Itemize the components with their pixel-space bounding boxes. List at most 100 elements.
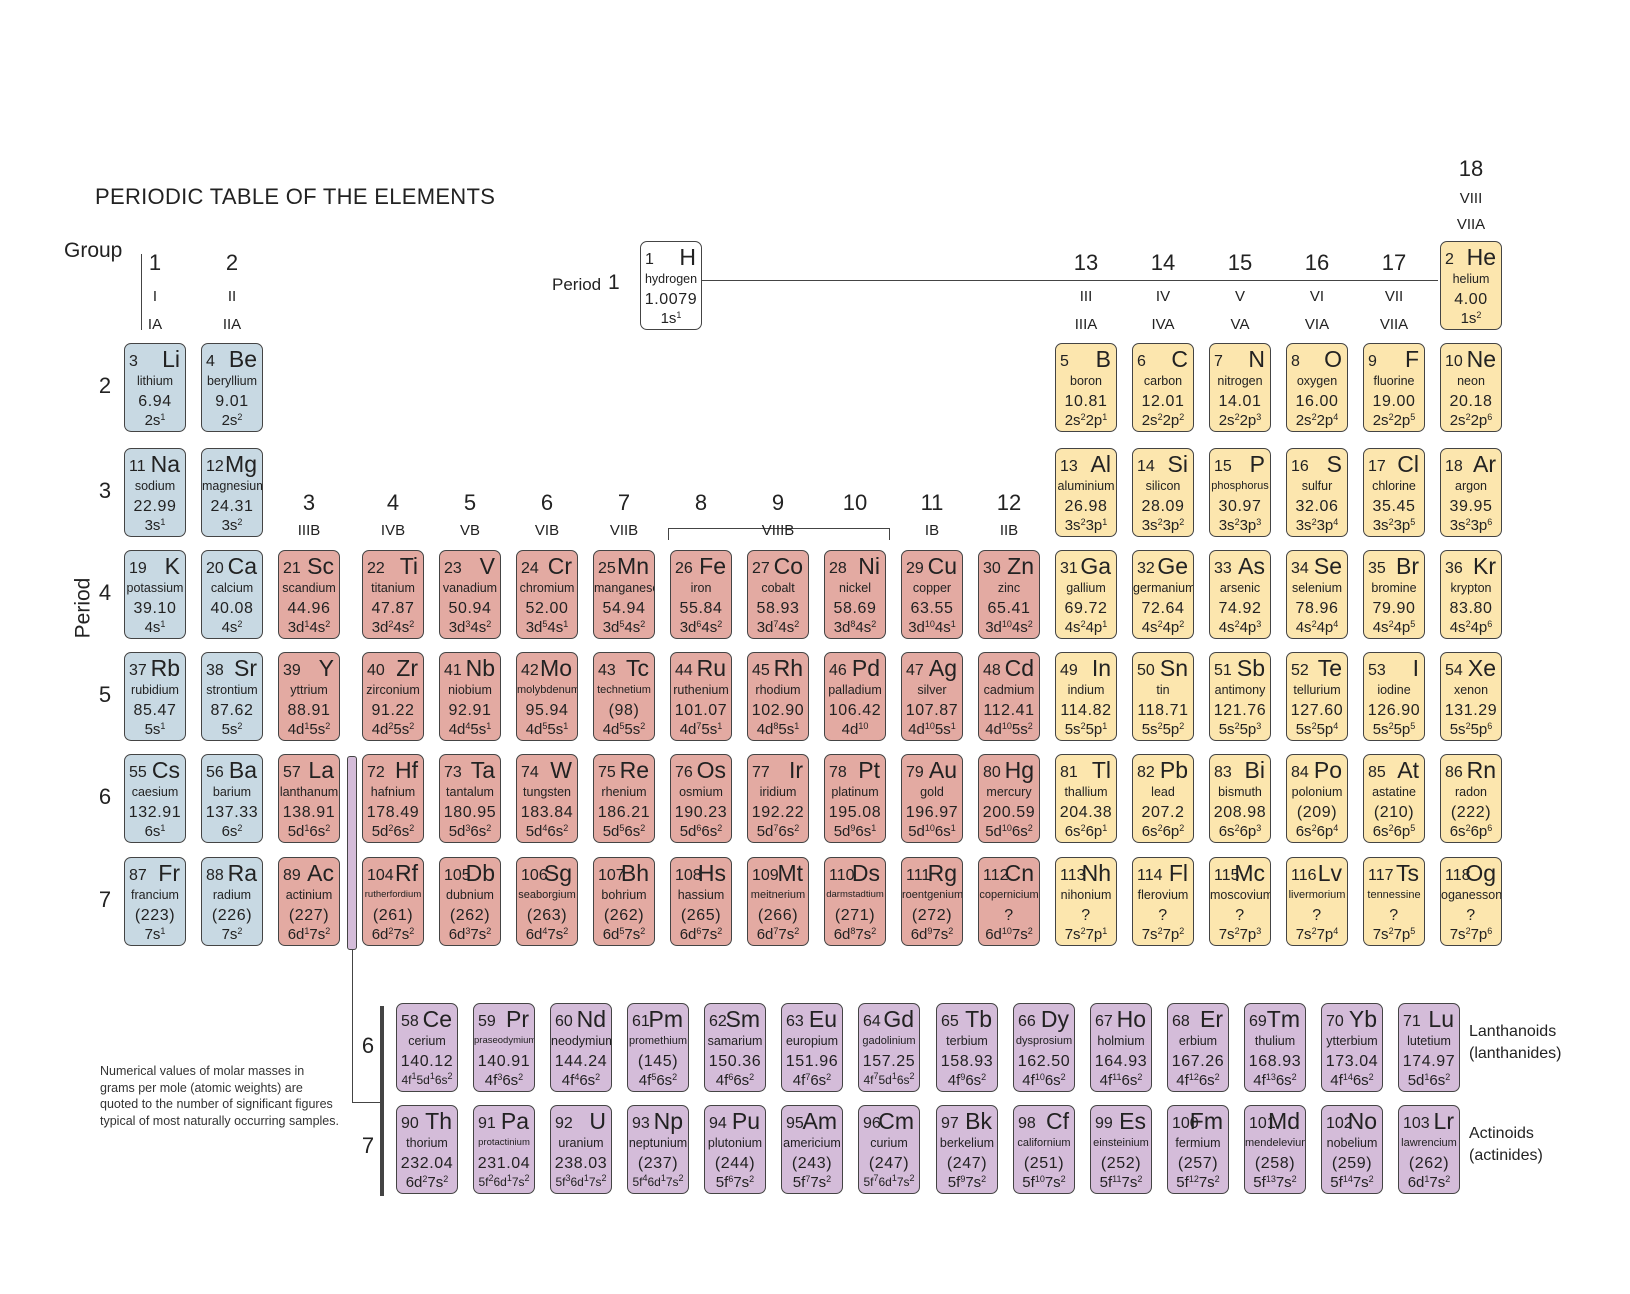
element-cell-platinum[interactable]: 78 Pt platinum 195.08 5d96s1 bbox=[824, 754, 886, 843]
element-cell-scandium[interactable]: 21 Sc scandium 44.96 3d14s2 bbox=[278, 550, 340, 639]
element-cell-gadolinium[interactable]: 64 Gd gadolinium 157.25 4f75d16s2 bbox=[858, 1003, 920, 1092]
element-cell-antimony[interactable]: 51 Sb antimony 121.76 5s25p3 bbox=[1209, 652, 1271, 741]
element-cell-fermium[interactable]: 100 Fm fermium (257) 5f127s2 bbox=[1167, 1105, 1229, 1194]
element-cell-caesium[interactable]: 55 Cs caesium 132.91 6s1 bbox=[124, 754, 186, 843]
element-cell-argon[interactable]: 18 Ar argon 39.95 3s23p6 bbox=[1440, 448, 1502, 537]
element-cell-darmstadtium[interactable]: 110 Ds darmstadtium (271) 6d87s2 bbox=[824, 857, 886, 946]
element-cell-europium[interactable]: 63 Eu europium 151.96 4f76s2 bbox=[781, 1003, 843, 1092]
element-cell-hafnium[interactable]: 72 Hf hafnium 178.49 5d26s2 bbox=[362, 754, 424, 843]
element-cell-meitnerium[interactable]: 109 Mt meitnerium (266) 6d77s2 bbox=[747, 857, 809, 946]
element-cell-tin[interactable]: 50 Sn tin 118.71 5s25p2 bbox=[1132, 652, 1194, 741]
element-cell-iridium[interactable]: 77 Ir iridium 192.22 5d76s2 bbox=[747, 754, 809, 843]
element-cell-tennessine[interactable]: 117 Ts tennessine? 7s27p5 bbox=[1363, 857, 1425, 946]
element-cell-bismuth[interactable]: 83 Bi bismuth 208.98 6s26p3 bbox=[1209, 754, 1271, 843]
element-cell-manganese[interactable]: 25 Mn manganese 54.94 3d54s2 bbox=[593, 550, 655, 639]
element-cell-bromine[interactable]: 35 Br bromine 79.90 4s24p5 bbox=[1363, 550, 1425, 639]
element-cell-holmium[interactable]: 67 Ho holmium 164.93 4f116s2 bbox=[1090, 1003, 1152, 1092]
element-cell-mendelevium[interactable]: 101 Md mendelevium (258) 5f137s2 bbox=[1244, 1105, 1306, 1194]
element-cell-aluminium[interactable]: 13 Al aluminium 26.98 3s23p1 bbox=[1055, 448, 1117, 537]
element-cell-samarium[interactable]: 62 Sm samarium 150.36 4f66s2 bbox=[704, 1003, 766, 1092]
element-cell-praseodymium[interactable]: 59 Pr praseodymium 140.91 4f36s2 bbox=[473, 1003, 535, 1092]
element-cell-lawrencium[interactable]: 103 Lr lawrencium (262) 6d17s2 bbox=[1398, 1105, 1460, 1194]
element-cell-thulium[interactable]: 69 Tm thulium 168.93 4f136s2 bbox=[1244, 1003, 1306, 1092]
element-cell-krypton[interactable]: 36 Kr krypton 83.80 4s24p6 bbox=[1440, 550, 1502, 639]
element-cell-magnesium[interactable]: 12 Mg magnesium 24.31 3s2 bbox=[201, 448, 263, 537]
element-cell-rhodium[interactable]: 45 Rh rhodium 102.90 4d85s1 bbox=[747, 652, 809, 741]
element-cell-protactinium[interactable]: 91 Pa protactinium 231.04 5f26d17s2 bbox=[473, 1105, 535, 1194]
element-cell-roentgenium[interactable]: 111 Rg roentgenium (272) 6d97s2 bbox=[901, 857, 963, 946]
element-cell-sodium[interactable]: 11 Na sodium 22.99 3s1 bbox=[124, 448, 186, 537]
element-cell-titanium[interactable]: 22 Ti titanium 47.87 3d24s2 bbox=[362, 550, 424, 639]
element-cell-lanthanum[interactable]: 57 La lanthanum 138.91 5d16s2 bbox=[278, 754, 340, 843]
element-cell-osmium[interactable]: 76 Os osmium 190.23 5d66s2 bbox=[670, 754, 732, 843]
element-cell-strontium[interactable]: 38 Sr strontium 87.62 5s2 bbox=[201, 652, 263, 741]
element-cell-ruthenium[interactable]: 44 Ru ruthenium 101.07 4d75s1 bbox=[670, 652, 732, 741]
element-cell-chromium[interactable]: 24 Cr chromium 52.00 3d54s1 bbox=[516, 550, 578, 639]
element-cell-radium[interactable]: 88 Ra radium (226) 7s2 bbox=[201, 857, 263, 946]
element-cell-indium[interactable]: 49 In indium 114.82 5s25p1 bbox=[1055, 652, 1117, 741]
element-cell-cerium[interactable]: 58 Ce cerium 140.12 4f15d16s2 bbox=[396, 1003, 458, 1092]
element-cell-tantalum[interactable]: 73 Ta tantalum 180.95 5d36s2 bbox=[439, 754, 501, 843]
element-cell-chlorine[interactable]: 17 Cl chlorine 35.45 3s23p5 bbox=[1363, 448, 1425, 537]
element-cell-flerovium[interactable]: 114 Fl flerovium? 7s27p2 bbox=[1132, 857, 1194, 946]
element-cell-technetium[interactable]: 43 Tc technetium (98) 4d55s2 bbox=[593, 652, 655, 741]
element-cell-thorium[interactable]: 90 Th thorium 232.04 6d27s2 bbox=[396, 1105, 458, 1194]
element-cell-livermorium[interactable]: 116 Lv livermorium? 7s27p4 bbox=[1286, 857, 1348, 946]
element-cell-ytterbium[interactable]: 70 Yb ytterbium 173.04 4f146s2 bbox=[1321, 1003, 1383, 1092]
element-cell-gallium[interactable]: 31 Ga gallium 69.72 4s24p1 bbox=[1055, 550, 1117, 639]
element-cell-astatine[interactable]: 85 At astatine (210) 6s26p5 bbox=[1363, 754, 1425, 843]
element-cell-rubidium[interactable]: 37 Rb rubidium 85.47 5s1 bbox=[124, 652, 186, 741]
element-cell-copernicium[interactable]: 112 Cn copernicium? 6d107s2 bbox=[978, 857, 1040, 946]
element-cell-germanium[interactable]: 32 Ge germanium 72.64 4s24p2 bbox=[1132, 550, 1194, 639]
element-cell-mercury[interactable]: 80 Hg mercury 200.59 5d106s2 bbox=[978, 754, 1040, 843]
element-cell-radon[interactable]: 86 Rn radon (222) 6s26p6 bbox=[1440, 754, 1502, 843]
element-cell-einsteinium[interactable]: 99 Es einsteinium (252) 5f117s2 bbox=[1090, 1105, 1152, 1194]
element-cell-lithium[interactable]: 3 Li lithium 6.94 2s1 bbox=[124, 343, 186, 432]
element-cell-promethium[interactable]: 61 Pm promethium (145) 4f56s2 bbox=[627, 1003, 689, 1092]
element-cell-americium[interactable]: 95 Am americium (243) 5f77s2 bbox=[781, 1105, 843, 1194]
element-cell-rutherfordium[interactable]: 104 Rf rutherfordium (261) 6d27s2 bbox=[362, 857, 424, 946]
element-cell-cobalt[interactable]: 27 Co cobalt 58.93 3d74s2 bbox=[747, 550, 809, 639]
element-cell-nickel[interactable]: 28 Ni nickel 58.69 3d84s2 bbox=[824, 550, 886, 639]
element-cell-silicon[interactable]: 14 Si silicon 28.09 3s23p2 bbox=[1132, 448, 1194, 537]
element-cell-bohrium[interactable]: 107 Bh bohrium (262) 6d57s2 bbox=[593, 857, 655, 946]
element-cell-oganesson[interactable]: 118 Og oganesson? 7s27p6 bbox=[1440, 857, 1502, 946]
element-cell-actinium[interactable]: 89 Ac actinium (227) 6d17s2 bbox=[278, 857, 340, 946]
element-cell-rhenium[interactable]: 75 Re rhenium 186.21 5d56s2 bbox=[593, 754, 655, 843]
element-cell-terbium[interactable]: 65 Tb terbium 158.93 4f96s2 bbox=[936, 1003, 998, 1092]
element-cell-tellurium[interactable]: 52 Te tellurium 127.60 5s25p4 bbox=[1286, 652, 1348, 741]
element-cell-arsenic[interactable]: 33 As arsenic 74.92 4s24p3 bbox=[1209, 550, 1271, 639]
element-cell-lead[interactable]: 82 Pb lead 207.2 6s26p2 bbox=[1132, 754, 1194, 843]
element-cell-dubnium[interactable]: 105 Db dubnium (262) 6d37s2 bbox=[439, 857, 501, 946]
element-cell-zirconium[interactable]: 40 Zr zirconium 91.22 4d25s2 bbox=[362, 652, 424, 741]
element-cell-lutetium[interactable]: 71 Lu lutetium 174.97 5d16s2 bbox=[1398, 1003, 1460, 1092]
element-cell-neon[interactable]: 10 Ne neon 20.18 2s22p6 bbox=[1440, 343, 1502, 432]
element-cell-moscovium[interactable]: 115 Mc moscovium? 7s27p3 bbox=[1209, 857, 1271, 946]
element-cell-xenon[interactable]: 54 Xe xenon 131.29 5s25p6 bbox=[1440, 652, 1502, 741]
element-cell-nobelium[interactable]: 102 No nobelium (259) 5f147s2 bbox=[1321, 1105, 1383, 1194]
element-cell-neodymium[interactable]: 60 Nd neodymium 144.24 4f46s2 bbox=[550, 1003, 612, 1092]
element-cell-beryllium[interactable]: 4 Be beryllium 9.01 2s2 bbox=[201, 343, 263, 432]
element-cell-niobium[interactable]: 41 Nb niobium 92.91 4d45s1 bbox=[439, 652, 501, 741]
element-cell-zinc[interactable]: 30 Zn zinc 65.41 3d104s2 bbox=[978, 550, 1040, 639]
element-cell-erbium[interactable]: 68 Er erbium 167.26 4f126s2 bbox=[1167, 1003, 1229, 1092]
element-cell-gold[interactable]: 79 Au gold 196.97 5d106s1 bbox=[901, 754, 963, 843]
element-cell-selenium[interactable]: 34 Se selenium 78.96 4s24p4 bbox=[1286, 550, 1348, 639]
element-cell-calcium[interactable]: 20 Ca calcium 40.08 4s2 bbox=[201, 550, 263, 639]
element-cell-nihonium[interactable]: 113 Nh nihonium? 7s27p1 bbox=[1055, 857, 1117, 946]
element-cell-palladium[interactable]: 46 Pd palladium 106.42 4d10 bbox=[824, 652, 886, 741]
element-cell-francium[interactable]: 87 Fr francium (223) 7s1 bbox=[124, 857, 186, 946]
element-cell-iron[interactable]: 26 Fe iron 55.84 3d64s2 bbox=[670, 550, 732, 639]
